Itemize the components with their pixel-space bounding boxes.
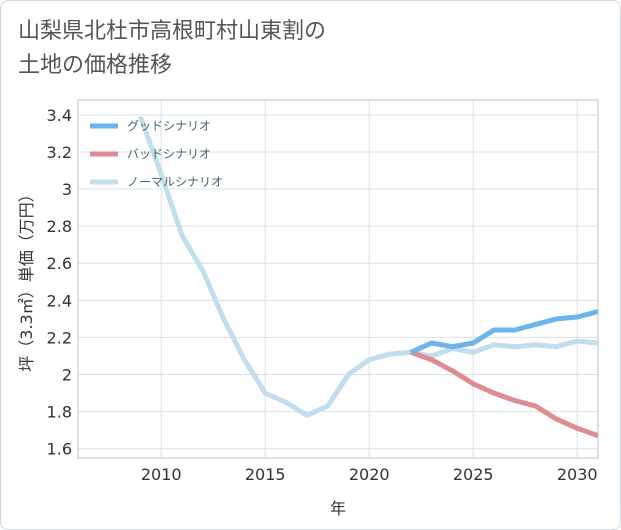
- y-tick-label: 3.4: [47, 106, 72, 125]
- legend-label: グッドシナリオ: [127, 119, 211, 133]
- x-tick-label: 2030: [557, 465, 598, 484]
- y-tick-label: 2.4: [47, 291, 72, 310]
- legend-label: バッドシナリオ: [127, 147, 211, 161]
- series-line: [409, 349, 598, 439]
- series-lines: [138, 115, 598, 439]
- x-axis-title: 年: [330, 499, 346, 518]
- y-tick-label: 2.2: [47, 328, 72, 347]
- x-tick-label: 2025: [453, 465, 494, 484]
- x-tick-label: 2015: [245, 465, 286, 484]
- plot-frame: [77, 99, 599, 459]
- y-tick-label: 3: [62, 180, 72, 199]
- series-line: [409, 309, 598, 355]
- series-line: [138, 115, 598, 418]
- y-tick-label: 2: [62, 366, 72, 385]
- y-axis-title: 坪（3.3㎡）単価（万円）: [17, 186, 36, 371]
- x-tick-label: 2020: [349, 465, 390, 484]
- x-tick-label: 2010: [141, 465, 182, 484]
- x-tick-labels: 2010 2015 2020 2025 2030: [141, 465, 598, 484]
- chart-title: 山梨県北杜市高根町村山東割の 土地の価格推移: [18, 15, 326, 83]
- grid-lines: [78, 100, 598, 458]
- y-tick-label: 2.8: [47, 217, 72, 236]
- y-tick-label: 3.2: [47, 143, 72, 162]
- chart-title-line-2: 土地の価格推移: [18, 53, 173, 78]
- y-tick-label: 1.6: [47, 440, 72, 459]
- y-tick-label: 2.6: [47, 254, 72, 273]
- y-tick-label: 1.8: [47, 403, 72, 422]
- chart-title-line-1: 山梨県北杜市高根町村山東割の: [18, 19, 327, 44]
- legend-label: ノーマルシナリオ: [127, 175, 223, 189]
- y-tick-labels: 1.6 1.8 2 2.2 2.4 2.6 2.8 3 3.2 3.4: [47, 106, 72, 459]
